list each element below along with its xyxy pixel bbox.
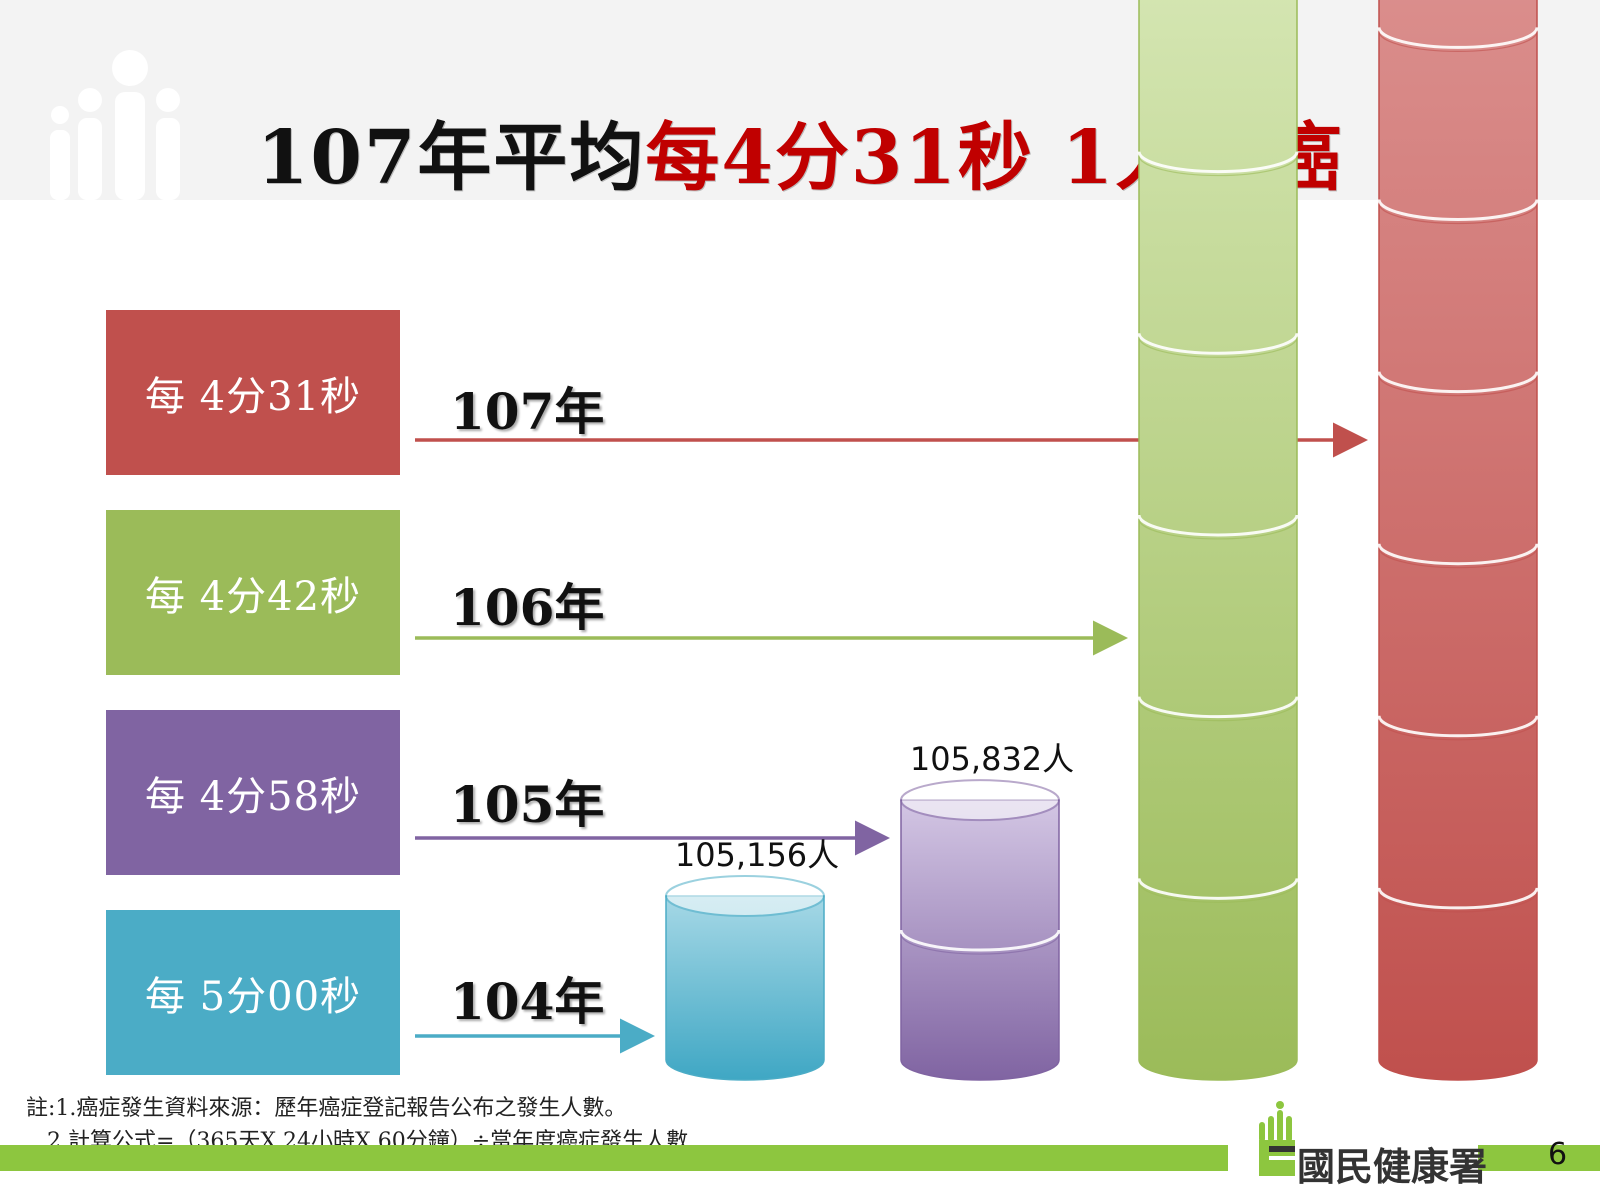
background-people-icon [50, 50, 180, 200]
title-part-black: 107年平均 [256, 115, 646, 201]
page-number: 6 [1548, 1137, 1568, 1172]
bar-104年 [665, 875, 825, 1081]
agency-logo: 國民健康署 [1255, 1100, 1487, 1190]
year-label-106: 106年 [450, 578, 605, 637]
footnote-1: 註:1.癌症發生資料來源：歷年癌症登記報告公布之發生人數。 [26, 1096, 627, 1121]
header-band [0, 0, 1600, 200]
bar-107年 [1377, 0, 1539, 1081]
year-label-104: 104年 [450, 972, 605, 1031]
bar-105年 [899, 779, 1061, 1081]
year-label-105: 105年 [450, 775, 605, 834]
agency-name: 國民健康署 [1297, 1145, 1488, 1189]
year-label-107: 107年 [450, 382, 605, 441]
rate-box-106: 每 4分42秒 [106, 510, 400, 675]
bar-106年 [1137, 0, 1299, 1081]
rate-box-104: 每 5分00秒 [106, 910, 400, 1075]
value-label-105年: 105,832人 [910, 740, 1074, 778]
footer-bar [0, 1145, 1228, 1171]
value-label-104年: 105,156人 [675, 836, 839, 874]
agency-logo-icon [1259, 1101, 1295, 1176]
rate-box-107: 每 4分31秒 [106, 310, 400, 475]
rate-box-105: 每 4分58秒 [106, 710, 400, 875]
footer-bar-right [1478, 1145, 1600, 1171]
